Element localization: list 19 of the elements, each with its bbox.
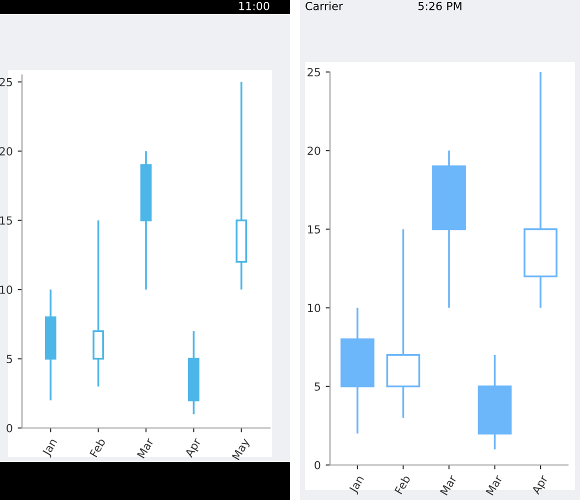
text: 11:00 [239,2,270,10]
y-tick-label: 5 [6,354,12,364]
x-tick-label: Jan [42,438,60,458]
y-tick-label: 10 [0,286,12,294]
y-tick-label: 25 [0,78,12,86]
x-tick-label: Feb [89,438,106,458]
text: Carrier [306,2,343,10]
y-tick-label: 20 [0,147,12,156]
y-tick-label: 0 [314,460,320,470]
y-tick-label: 20 [308,146,320,155]
y-tick-label: 5 [314,382,320,391]
text: 5:26 PM [418,2,462,10]
y-tick-label: 25 [308,68,320,76]
y-tick-label: 15 [308,225,320,234]
y-tick-label: 15 [0,216,12,225]
x-tick-label: Feb [394,474,411,494]
x-tick-label: Jan [348,475,366,495]
y-tick-label: 0 [6,424,12,432]
y-tick-label: 10 [308,304,320,312]
